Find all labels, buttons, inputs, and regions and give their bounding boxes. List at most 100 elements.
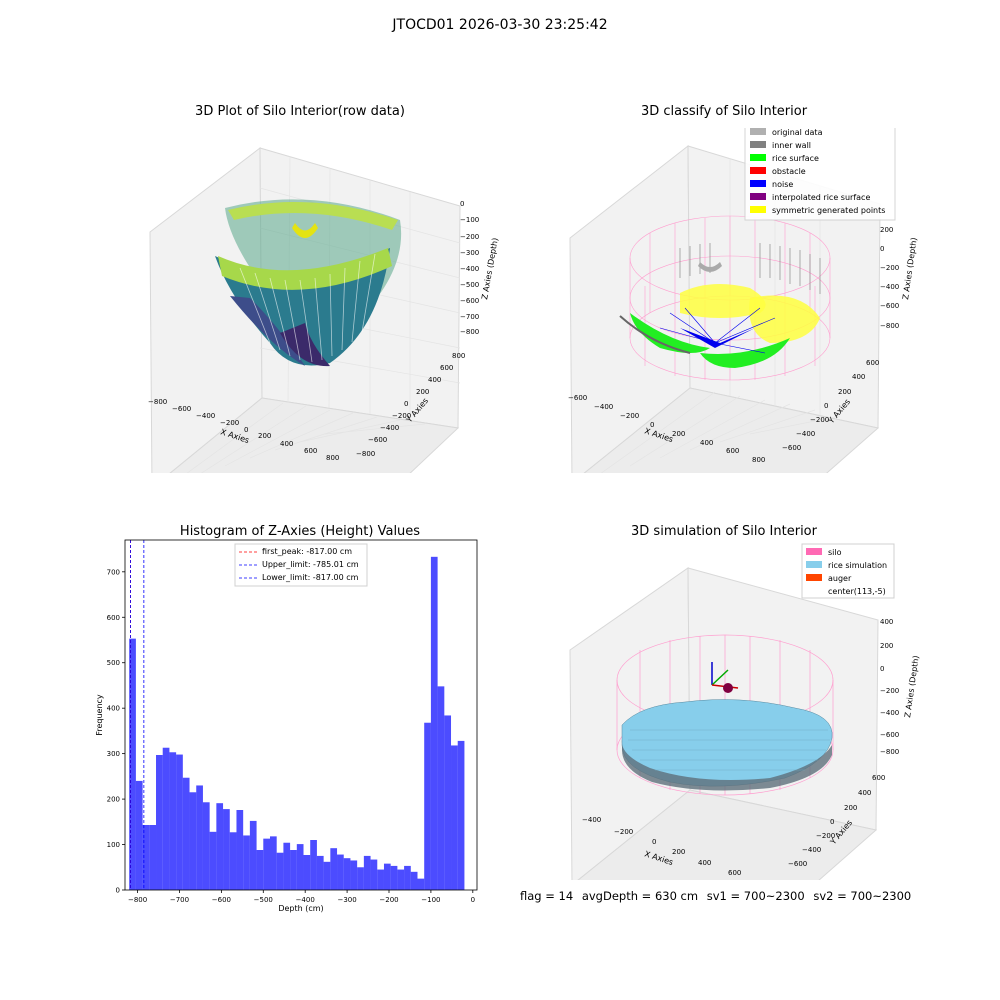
classify-z-label: Z Axies (Depth)	[901, 237, 919, 300]
legend-upper-limit: Upper_limit: -785.01 cm	[262, 560, 359, 569]
svg-text:−700: −700	[460, 313, 479, 321]
svg-text:800: 800	[452, 352, 465, 360]
histogram-bar	[424, 722, 431, 890]
svg-text:400: 400	[858, 789, 871, 797]
y-tick-label: 300	[107, 750, 120, 758]
histogram-bar	[283, 842, 291, 890]
svg-text:400: 400	[880, 618, 893, 626]
svg-text:−400: −400	[380, 424, 399, 432]
histogram-bar	[256, 850, 264, 890]
legend-swatch-inner-wall	[750, 141, 766, 148]
histogram-bar	[196, 785, 203, 890]
raw-bowl-surface	[215, 199, 402, 367]
svg-text:−600: −600	[788, 860, 807, 868]
y-tick-label: 700	[107, 568, 120, 576]
svg-text:−500: −500	[460, 281, 479, 289]
svg-text:−200: −200	[620, 412, 639, 420]
legend-obstacle: obstacle	[772, 167, 806, 176]
histogram-bar	[223, 809, 230, 890]
legend-interpolated: interpolated rice surface	[772, 193, 870, 202]
histogram-bar	[236, 810, 244, 890]
histogram-bar	[343, 858, 351, 890]
histogram-bar	[350, 860, 358, 890]
svg-text:−800: −800	[356, 450, 375, 458]
histogram-bar	[263, 838, 270, 890]
histogram-bar	[377, 869, 384, 890]
x-tick-label: −400	[296, 896, 315, 904]
legend-silo: silo	[828, 548, 842, 557]
svg-text:−400: −400	[196, 412, 215, 420]
legend-symmetric: symmetric generated points	[772, 206, 885, 215]
svg-text:400: 400	[700, 439, 713, 447]
histogram-bar	[430, 556, 438, 890]
svg-text:200: 200	[672, 430, 685, 438]
x-tick-label: −500	[254, 896, 273, 904]
y-tick-label: 600	[107, 614, 120, 622]
simulation-3d-plot: 400 200 0 −200 −400 −600 −800 Z Axies (D…	[569, 543, 920, 880]
histogram-y-ticks: 0 100 200 300 400 500 600 700	[107, 568, 125, 895]
svg-text:−600: −600	[568, 394, 587, 402]
histogram-x-ticks: −800 −700 −600 −500 −400 −300 −200 −100 0	[128, 890, 475, 904]
raw-plot-title: 3D Plot of Silo Interior(row data)	[195, 104, 405, 119]
raw-z-ticks: 0 −100 −200 −300 −400 −500 −600 −700 −80…	[460, 200, 479, 336]
svg-text:400: 400	[428, 376, 441, 384]
histogram-bar	[404, 865, 411, 890]
svg-text:−200: −200	[614, 828, 633, 836]
legend-first-peak: first_peak: -817.00 cm	[262, 547, 352, 556]
svg-text:800: 800	[752, 456, 765, 464]
classify-points	[619, 243, 821, 368]
svg-text:600: 600	[872, 774, 885, 782]
svg-text:600: 600	[440, 364, 453, 372]
classify-y-ticks: 600 400 200 0 −200 −400 −600	[782, 359, 879, 452]
histogram-bar	[330, 848, 338, 890]
status-footer: flag = 14 avgDepth = 630 cm sv1 = 700~23…	[520, 889, 916, 903]
svg-text:200: 200	[880, 226, 893, 234]
svg-text:400: 400	[280, 440, 293, 448]
legend-swatch-noise	[750, 180, 766, 187]
svg-text:−600: −600	[880, 302, 899, 310]
svg-text:800: 800	[326, 454, 339, 462]
svg-text:400: 400	[698, 859, 711, 867]
simulation-y-ticks: 600 400 200 0 −200 −400 −600	[788, 774, 885, 868]
legend-noise: noise	[772, 180, 793, 189]
x-tick-label: −800	[128, 896, 147, 904]
histogram-bar	[182, 777, 190, 890]
histogram-bar	[162, 747, 170, 890]
svg-text:0: 0	[404, 400, 408, 408]
histogram-bar	[316, 855, 324, 890]
legend-swatch-original	[750, 128, 766, 135]
simulation-back-pane	[687, 567, 879, 831]
legend-swatch-rice-simulation	[806, 561, 822, 568]
svg-text:−600: −600	[368, 436, 387, 444]
histogram-bar	[397, 869, 405, 890]
histogram-legend: first_peak: -817.00 cm Upper_limit: -785…	[234, 543, 368, 587]
histogram-bar	[370, 859, 378, 890]
histogram-bar	[189, 792, 197, 890]
legend-inner-wall: inner wall	[772, 141, 811, 150]
histogram-title: Histogram of Z-Axies (Height) Values	[179, 524, 421, 539]
svg-text:200: 200	[844, 804, 857, 812]
simulation-x-ticks: −400 −200 0 200 400 600	[582, 816, 741, 877]
histogram-bar	[357, 867, 364, 890]
svg-text:−100: −100	[460, 216, 479, 224]
svg-text:0: 0	[830, 818, 834, 826]
raw-3d-plot: 0 −100 −200 −300 −400 −500 −600 −700 −80…	[148, 146, 500, 473]
histogram-bar	[176, 754, 183, 890]
histogram-bar	[290, 850, 297, 890]
svg-text:−600: −600	[460, 297, 479, 305]
svg-text:−300: −300	[460, 249, 479, 257]
svg-text:200: 200	[838, 388, 851, 396]
legend-center: center(113,-5)	[828, 587, 886, 596]
histogram-bar	[135, 780, 143, 890]
svg-text:−800: −800	[148, 398, 167, 406]
y-tick-label: 100	[107, 841, 120, 849]
histogram-bar	[149, 825, 157, 890]
svg-text:−800: −800	[880, 322, 899, 330]
histogram-bar	[410, 871, 418, 890]
flag-value: flag = 14	[520, 889, 574, 903]
y-tick-label: 200	[107, 796, 120, 804]
y-tick-label: 400	[107, 705, 120, 713]
histogram-bar	[310, 840, 317, 890]
histogram-bar	[243, 835, 250, 890]
x-tick-label: −700	[170, 896, 189, 904]
